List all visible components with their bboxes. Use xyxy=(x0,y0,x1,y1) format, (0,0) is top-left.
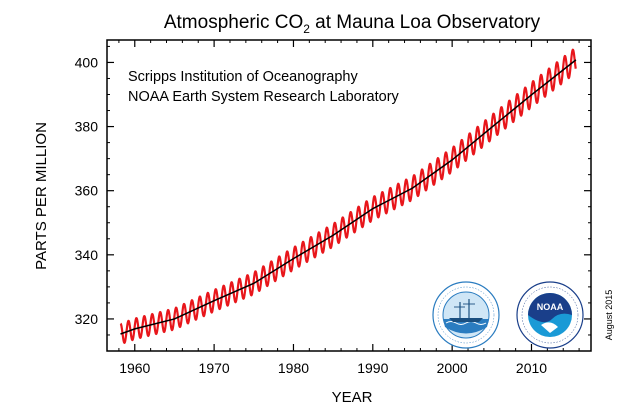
x-axis-label: YEAR xyxy=(332,389,373,406)
plot-frame xyxy=(106,39,592,352)
scripps-seal-icon xyxy=(432,281,500,349)
y-ticks: 320 340 360 380 400 xyxy=(75,45,591,336)
x-tick-label: 1980 xyxy=(278,360,309,376)
date-note: August 2015 xyxy=(604,290,614,341)
series-monthly-line xyxy=(119,48,577,344)
noaa-logo-text: NOAA xyxy=(537,302,564,312)
y-tick-label: 400 xyxy=(75,54,99,70)
series-trend-line xyxy=(120,59,577,335)
x-tick-label: 1990 xyxy=(357,360,388,376)
chart-title-subscript: 2 xyxy=(303,22,310,36)
x-tick-label: 1970 xyxy=(199,360,230,376)
x-ticks: 1960 1970 1980 1990 2000 2010 xyxy=(118,40,580,376)
noaa-logo-icon: NOAA xyxy=(516,281,584,349)
x-tick-label: 1960 xyxy=(119,360,150,376)
chart-title-tail: at Mauna Loa Observatory xyxy=(310,12,541,33)
y-axis-label: PARTS PER MILLION xyxy=(33,122,50,270)
y-tick-label: 360 xyxy=(75,183,99,199)
chart-title: Atmospheric CO2 at Mauna Loa Observatory xyxy=(164,12,541,36)
chart-title-main: Atmospheric CO xyxy=(164,12,303,33)
x-tick-label: 2010 xyxy=(516,360,547,376)
annotation-noaa: NOAA Earth System Research Laboratory xyxy=(128,89,400,105)
y-tick-label: 380 xyxy=(75,119,99,135)
y-tick-label: 320 xyxy=(75,311,99,327)
annotation-scripps: Scripps Institution of Oceanography xyxy=(128,69,358,85)
y-tick-label: 340 xyxy=(75,247,99,263)
x-tick-label: 2000 xyxy=(437,360,468,376)
